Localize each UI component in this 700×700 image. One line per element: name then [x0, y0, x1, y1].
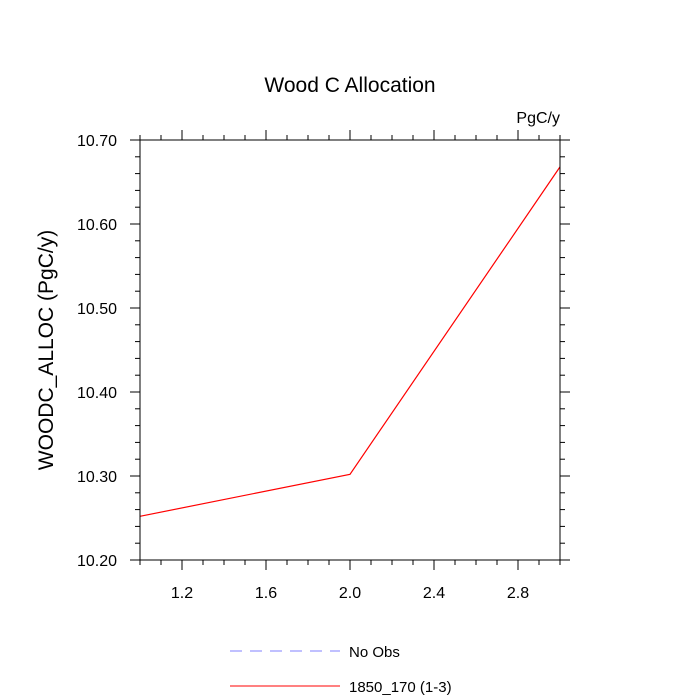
- y-tick-label: 10.70: [77, 133, 117, 150]
- legend-label: No Obs: [349, 644, 400, 661]
- chart-title: Wood C Allocation: [264, 74, 435, 97]
- y-tick-label: 10.60: [77, 217, 117, 234]
- series-lines: [139, 166, 561, 517]
- tick-labels: 1.2 1.6 2.0 2.4 2.8 10.20 10.30 10.40 10.50 10.60…: [77, 133, 529, 602]
- y-tick-label: 10.30: [77, 469, 117, 486]
- series-line: [139, 166, 561, 517]
- x-tick-label: 2.4: [423, 585, 445, 602]
- y-tick-label: 10.20: [77, 553, 117, 570]
- y-tick-label: 10.50: [77, 301, 117, 318]
- x-tick-label: 2.8: [507, 585, 529, 602]
- legend-label: 1850_170 (1-3): [349, 679, 452, 696]
- axis-ticks: [130, 130, 570, 570]
- units-label: PgC/y: [516, 110, 560, 127]
- y-axis-label: WOODC_ALLOC (PgC/y): [35, 230, 58, 470]
- x-tick-label: 1.6: [255, 585, 277, 602]
- x-tick-label: 1.2: [171, 585, 193, 602]
- legend: No Obs 1850_170 (1-3): [230, 644, 452, 696]
- x-tick-label: 2.0: [339, 585, 361, 602]
- y-tick-label: 10.40: [77, 385, 117, 402]
- plot-frame: [139, 139, 561, 561]
